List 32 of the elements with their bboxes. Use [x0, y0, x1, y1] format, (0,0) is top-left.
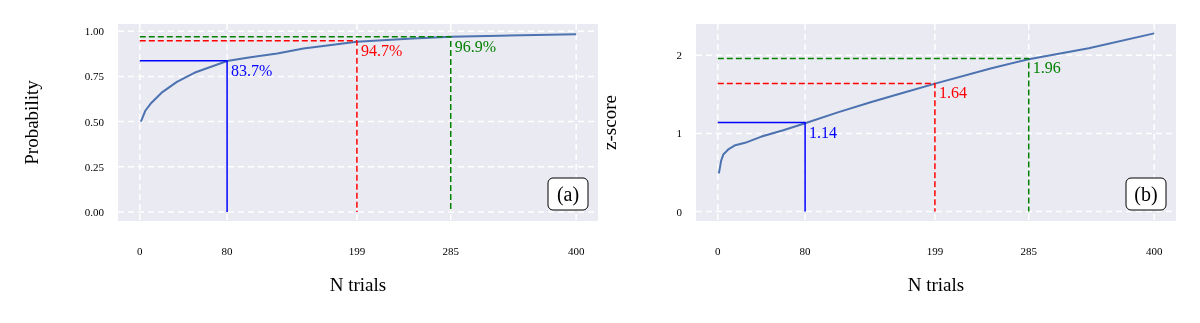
line-series: [717, 32, 1156, 175]
y-tick-label: 0.00: [84, 205, 105, 218]
y-tick-label: 0.25: [84, 160, 105, 173]
annotation: 96.9%: [454, 37, 497, 55]
annotation: 83.7%: [231, 61, 273, 79]
y-tick-label: 0.75: [84, 70, 105, 83]
x-axis-title: N trials: [329, 274, 387, 295]
y-tick-label: 2: [676, 49, 682, 62]
x-tick-label: 199: [926, 245, 944, 257]
annotation: 1.64: [938, 84, 967, 102]
x-tick-label: 80: [799, 245, 812, 257]
y-tick-label: 1.00: [84, 25, 105, 38]
x-tick-label: 285: [442, 245, 460, 257]
line-series: [139, 33, 578, 123]
annotation: (a): [556, 183, 580, 206]
x-tick-label: 400: [1145, 245, 1163, 257]
x-tick-label: 0: [137, 245, 144, 257]
y-axis-title: Probability: [21, 79, 42, 165]
y-tick-label: 0: [676, 205, 683, 218]
annotation: (b): [1134, 183, 1158, 206]
annotation: 1.14: [809, 123, 838, 141]
x-tick-label: 80: [221, 245, 234, 257]
y-axis-title: z-score: [599, 95, 620, 150]
y-tick-label: 0.50: [84, 115, 105, 128]
x-tick-label: 199: [348, 245, 366, 257]
annotation: 1.96: [1032, 59, 1061, 77]
x-axis-title: N trials: [907, 274, 965, 295]
annotation: 94.7%: [360, 41, 403, 59]
x-tick-label: 0: [715, 245, 722, 257]
x-tick-label: 285: [1020, 245, 1038, 257]
y-tick-label: 1: [676, 127, 682, 140]
x-tick-label: 400: [567, 245, 585, 257]
